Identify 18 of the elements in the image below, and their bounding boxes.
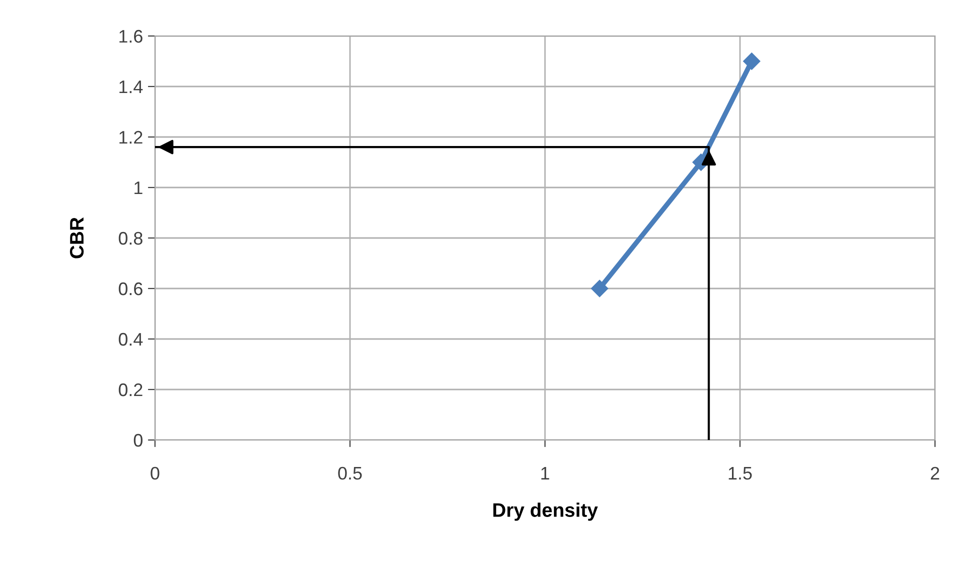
y-axis-title: CBR bbox=[70, 217, 84, 258]
y-tick-label: 0.6 bbox=[118, 282, 142, 296]
y-tick-label: 0 bbox=[134, 434, 142, 447]
x-tick-label: 0.5 bbox=[338, 466, 362, 480]
x-tick-label: 1 bbox=[541, 467, 550, 480]
y-tick-label: 0.4 bbox=[118, 332, 143, 346]
y-tick-label: 1 bbox=[134, 182, 142, 194]
y-tick-label: 1.4 bbox=[119, 80, 143, 94]
point bbox=[743, 52, 760, 70]
y-tick-label: 0.2 bbox=[118, 383, 142, 396]
y-tick-label: 0.8 bbox=[118, 232, 142, 245]
x-tick-label: 1.5 bbox=[728, 467, 752, 480]
x-axis-title: Dry density bbox=[493, 502, 598, 521]
point bbox=[591, 280, 608, 298]
x-tick-label: 0 bbox=[150, 466, 160, 480]
y-tick-label: 1.2 bbox=[119, 130, 142, 144]
y-tick-label: 1.6 bbox=[119, 30, 142, 43]
x-tick-label: 2 bbox=[930, 466, 940, 480]
